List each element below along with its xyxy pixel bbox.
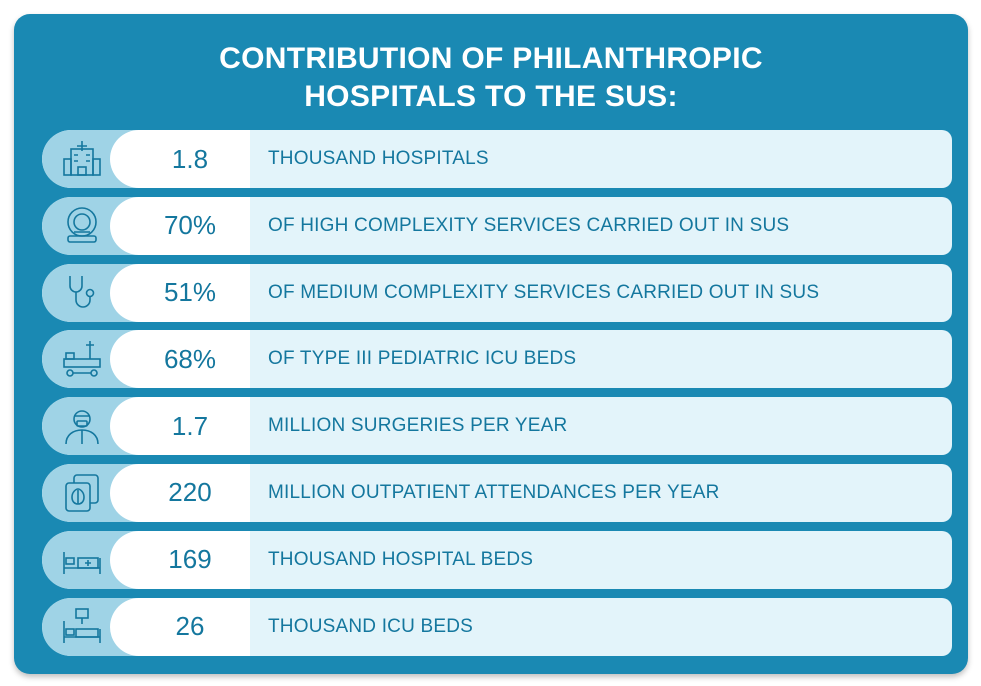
stat-row: 68% OF TYPE III PEDIATRIC ICU BEDS (42, 330, 952, 389)
mri-scanner-icon (60, 206, 104, 246)
stat-row: 1.8 THOUSAND HOSPITALS (42, 130, 952, 188)
stat-row: 1.7 MILLION SURGERIES PER YEAR (42, 397, 952, 456)
icu-monitor-bed-icon (60, 607, 104, 647)
stat-label: OF HIGH COMPLEXITY SERVICES CARRIED OUT … (268, 214, 790, 236)
stat-value: 26 (110, 597, 250, 656)
stat-row: 26 THOUSAND ICU BEDS (42, 597, 952, 656)
title-line-2: HOSPITALS TO THE SUS: (304, 80, 678, 113)
stat-value: 1.7 (110, 397, 250, 456)
stat-row: 51% OF MEDIUM COMPLEXITY SERVICES CARRIE… (42, 263, 952, 322)
stat-value: 1.8 (110, 130, 250, 188)
stat-value: 70% (110, 196, 250, 255)
stat-label: THOUSAND HOSPITALS (268, 148, 489, 169)
stat-value: 68% (110, 330, 250, 389)
hospital-icon (60, 139, 104, 179)
stat-value: 169 (110, 530, 250, 589)
page-title: CONTRIBUTION OF PHILANTHROPIC HOSPITALS … (14, 40, 968, 116)
stat-value: 220 (110, 463, 250, 522)
stat-row: 220 MILLION OUTPATIENT ATTENDANCES PER Y… (42, 463, 952, 522)
title-line-1: CONTRIBUTION OF PHILANTHROPIC (219, 42, 763, 75)
stat-label: OF TYPE III PEDIATRIC ICU BEDS (268, 348, 577, 370)
stat-row: 70% OF HIGH COMPLEXITY SERVICES CARRIED … (42, 196, 952, 255)
stat-label: THOUSAND ICU BEDS (268, 615, 474, 637)
icu-bed-icon (60, 339, 104, 379)
stethoscope-icon (60, 273, 104, 313)
hospital-bed-icon (60, 540, 104, 580)
infographic-card: CONTRIBUTION OF PHILANTHROPIC HOSPITALS … (14, 14, 968, 674)
surgeon-icon (60, 406, 104, 446)
stat-label: MILLION SURGERIES PER YEAR (268, 415, 568, 437)
stat-row: 169 THOUSAND HOSPITAL BEDS (42, 530, 952, 589)
brain-scan-icon (60, 473, 104, 513)
stat-label: OF MEDIUM COMPLEXITY SERVICES CARRIED OU… (268, 281, 820, 303)
stat-value: 51% (110, 263, 250, 322)
stats-list: 1.8 THOUSAND HOSPITALS 70% OF HIGH COMPL… (42, 130, 952, 664)
stat-label: THOUSAND HOSPITAL BEDS (268, 548, 534, 570)
stat-label: MILLION OUTPATIENT ATTENDANCES PER YEAR (268, 481, 720, 503)
